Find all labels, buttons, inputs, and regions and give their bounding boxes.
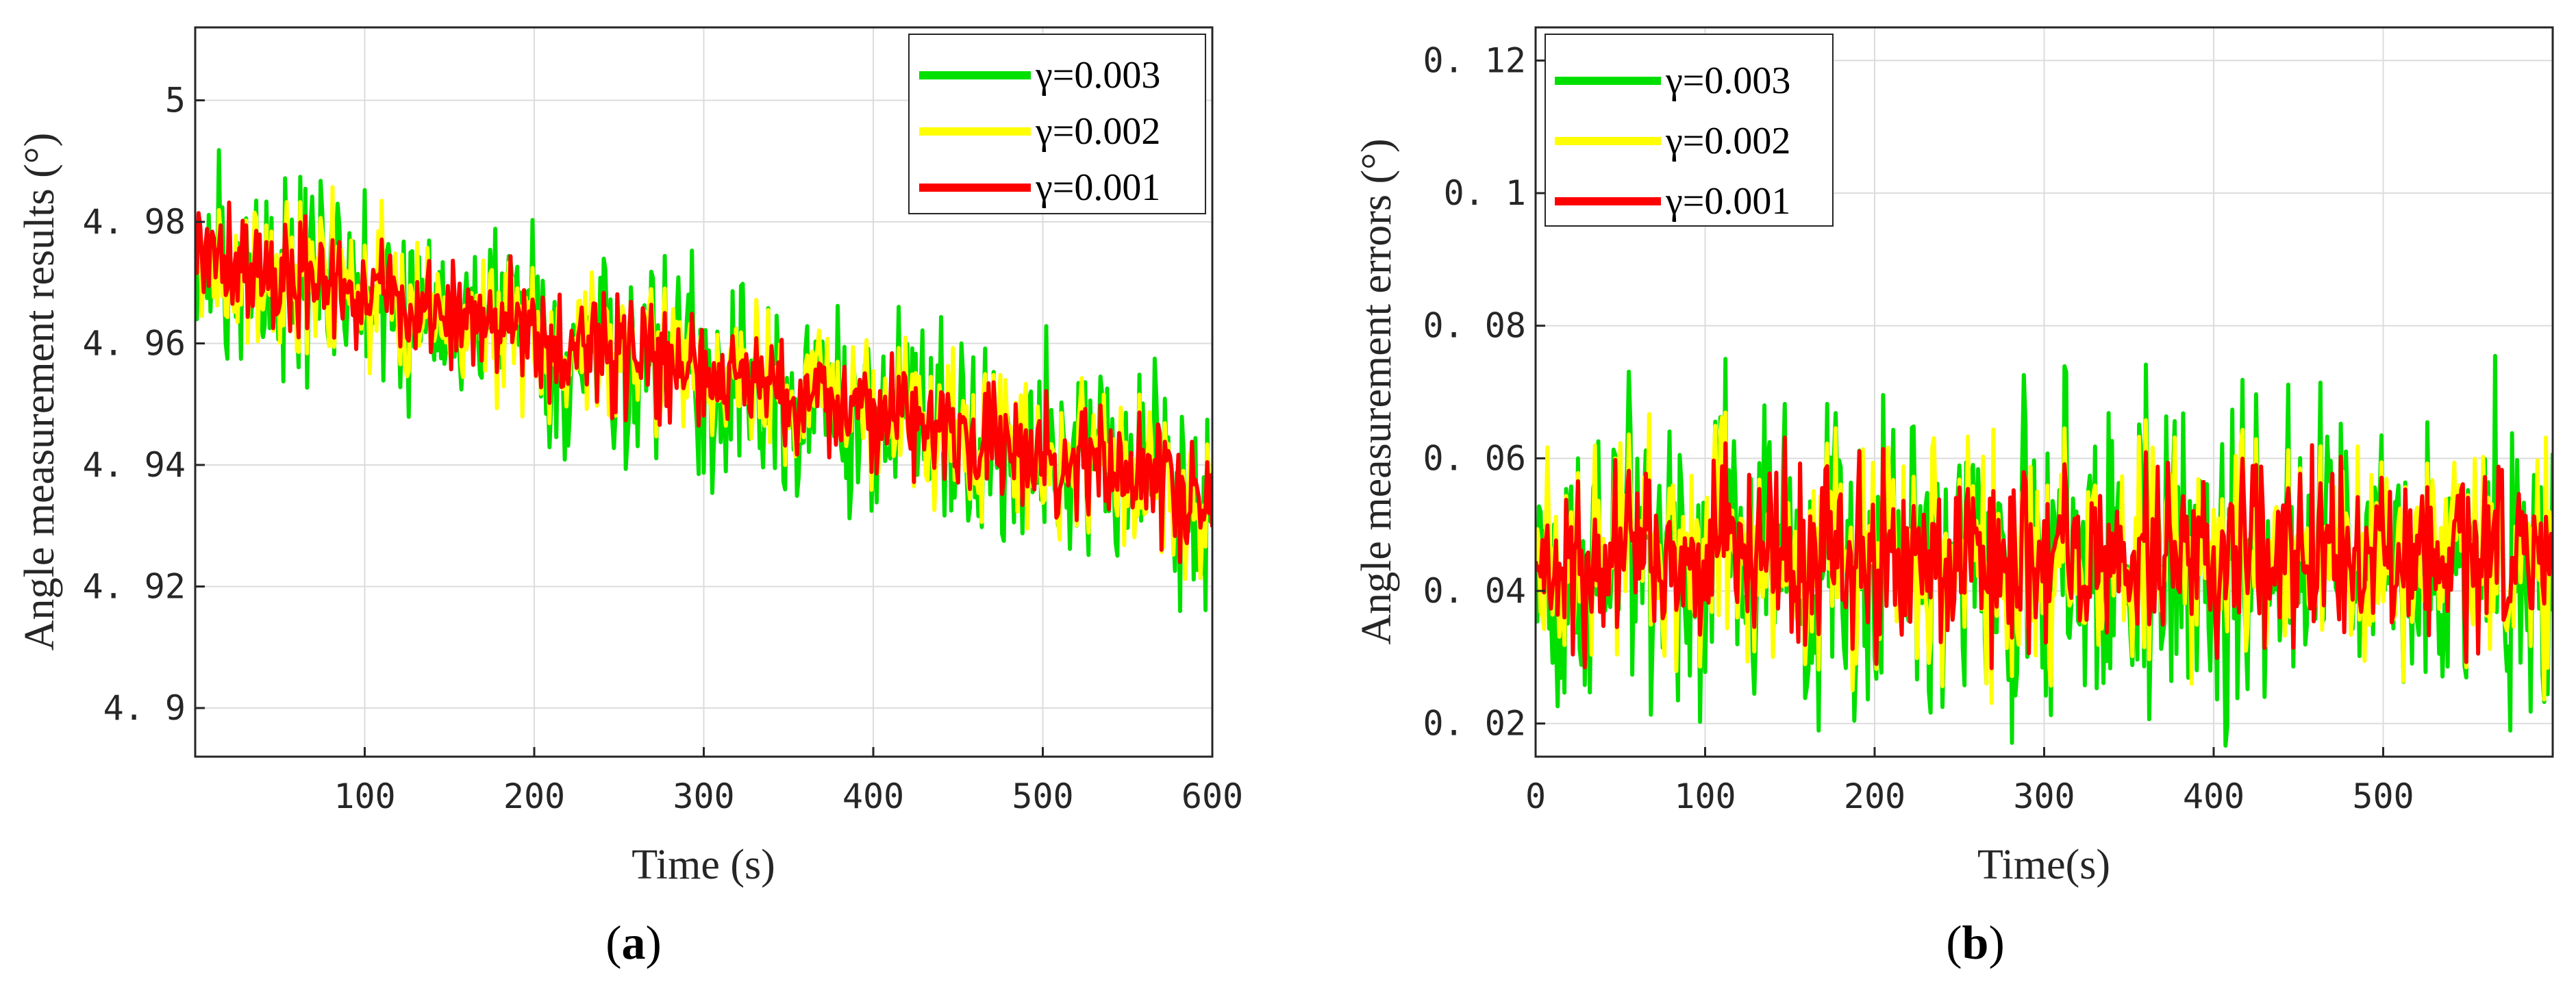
b-y-tick-label: 0. 04 — [1423, 571, 1526, 611]
b-y-tick-label: 0. 02 — [1423, 704, 1526, 744]
b-x-tick-label: 300 — [2013, 777, 2075, 816]
a-y-tick-label: 4. 98 — [82, 202, 186, 242]
b-y-tick-label: 0. 12 — [1423, 40, 1526, 80]
b-legend-box — [1545, 34, 1834, 227]
b-x-tick-label: 500 — [2352, 777, 2414, 816]
b-legend-label-1: γ=0.002 — [1665, 120, 1790, 162]
b-y-axis-label: Angle measurement errors (°) — [1353, 138, 1400, 644]
a-x-ticks: 100 200 300 400 500 600 — [334, 747, 1243, 816]
b-x-tick-label: 100 — [1674, 777, 1736, 816]
a-panel-caption: (a) — [605, 917, 662, 970]
b-x-tick-label: 400 — [2183, 777, 2244, 816]
a-series-line-2 — [195, 200, 1212, 564]
a-legend-label-1: γ=0.002 — [1035, 110, 1160, 153]
panel-b: 0. 02 0. 04 0. 06 0. 08 0. 1 0. 12 0 100 200 300… — [1353, 26, 2554, 970]
a-x-tick-label: 300 — [673, 777, 734, 816]
b-series-line-2 — [1536, 436, 2553, 670]
a-y-tick-label: 4. 92 — [82, 567, 186, 607]
a-x-tick-label: 500 — [1012, 777, 1073, 816]
a-legend: γ=0.003 γ=0.002 γ=0.001 — [908, 34, 1206, 214]
b-y-tick-label: 0. 08 — [1423, 306, 1526, 346]
b-x-ticks: 0 100 200 300 400 500 — [1525, 747, 2414, 816]
a-x-tick-label: 100 — [334, 777, 395, 816]
b-legend-label-2: γ=0.001 — [1665, 180, 1790, 223]
b-x-tick-label: 0 — [1525, 777, 1546, 816]
a-y-axis-label: Angle measurement results (°) — [16, 133, 63, 651]
a-x-axis-label: Time (s) — [632, 842, 775, 888]
a-x-tick-label: 600 — [1181, 777, 1243, 816]
b-legend-label-0: γ=0.003 — [1665, 60, 1790, 102]
a-y-ticks: 4. 9 4. 92 4. 94 4. 96 4. 98 5 — [82, 81, 205, 728]
a-x-tick-label: 200 — [503, 777, 565, 816]
a-y-tick-label: 4. 94 — [82, 445, 186, 485]
b-y-tick-label: 0. 06 — [1423, 438, 1526, 478]
a-y-tick-label: 5 — [165, 81, 186, 121]
b-x-axis-label: Time(s) — [1977, 842, 2110, 888]
b-series-group — [1536, 353, 2553, 748]
panel-a: 4. 9 4. 92 4. 94 4. 96 4. 98 5 100 200 300 400 50… — [16, 26, 1243, 970]
a-y-tick-label: 4. 96 — [82, 324, 186, 364]
b-y-tick-label: 0. 1 — [1444, 173, 1526, 213]
a-series-group — [195, 148, 1212, 614]
a-y-tick-label: 4. 9 — [103, 688, 186, 728]
b-y-ticks: 0. 02 0. 04 0. 06 0. 08 0. 1 0. 12 — [1423, 40, 1545, 744]
b-x-tick-label: 200 — [1844, 777, 1905, 816]
b-panel-caption: (b) — [1946, 917, 2005, 970]
a-x-tick-label: 400 — [842, 777, 904, 816]
a-legend-label-0: γ=0.003 — [1035, 54, 1160, 97]
a-legend-label-2: γ=0.001 — [1035, 166, 1160, 209]
b-legend: γ=0.003 γ=0.002 γ=0.001 — [1545, 34, 1834, 227]
